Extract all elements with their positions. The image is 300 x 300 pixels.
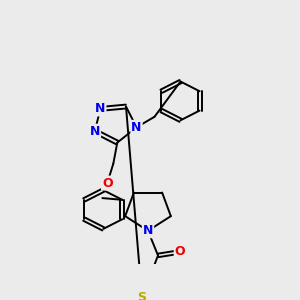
- Text: S: S: [137, 291, 146, 300]
- Text: O: O: [102, 177, 112, 190]
- Text: N: N: [131, 121, 142, 134]
- Text: O: O: [175, 245, 185, 258]
- Text: N: N: [143, 224, 153, 237]
- Text: N: N: [90, 125, 100, 138]
- Text: N: N: [95, 102, 106, 116]
